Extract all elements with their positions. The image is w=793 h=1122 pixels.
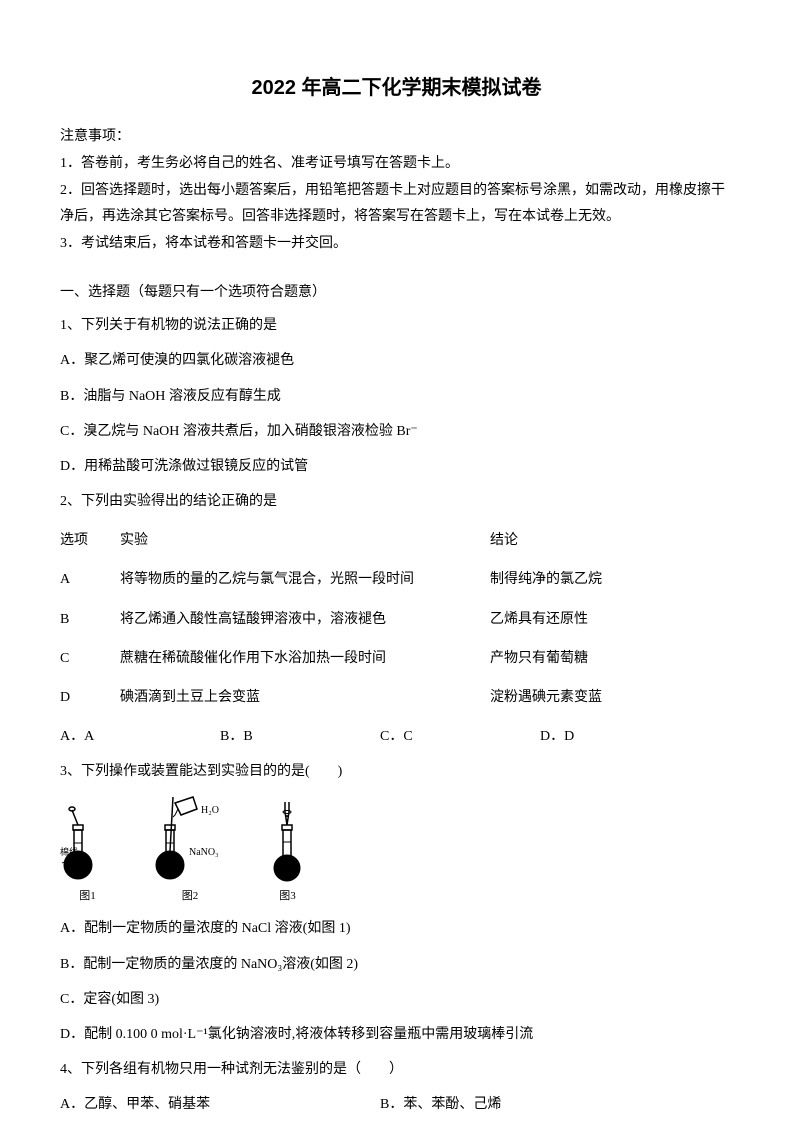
- q3-fig3: 图3: [265, 800, 310, 907]
- notice-item-3: 3．考试结束后，将本试卷和答题卡一并交回。: [60, 231, 733, 256]
- q3-fig2-label: 图2: [182, 887, 199, 907]
- q3-fig2: H₂O NaNO₃ 图2: [145, 795, 235, 907]
- flask-icon-2: H₂O NaNO₃: [145, 795, 235, 885]
- q2-choice-d: D．D: [540, 724, 700, 749]
- q3-fig1-label: 图1: [79, 887, 96, 907]
- q2-choice-b: B．B: [220, 724, 380, 749]
- notice-header: 注意事项：: [60, 124, 733, 149]
- svg-text:棉线: 棉线: [60, 846, 78, 857]
- q2-a-opt: A: [60, 567, 120, 592]
- q1-option-c: C．溴乙烷与 NaOH 溶液共煮后，加入硝酸银溶液检验 Br⁻: [60, 419, 733, 444]
- q2-d-exp: 碘酒滴到土豆上会变蓝: [120, 685, 490, 710]
- notice-item-1: 1．答卷前，考生务必将自己的姓名、准考证号填写在答题卡上。: [60, 151, 733, 176]
- q3-option-b: B．配制一定物质的量浓度的 NaNO₃溶液(如图 2): [60, 952, 733, 977]
- q2-choice-a: A．A: [60, 724, 220, 749]
- q4-option-a: A．乙醇、甲苯、硝基苯: [60, 1092, 380, 1117]
- q2-choices: A．A B．B C．C D．D: [60, 724, 733, 749]
- q2-a-conc: 制得纯净的氯乙烷: [490, 567, 733, 592]
- q2-header-exp: 实验: [120, 528, 490, 553]
- svg-text:NaNO₃: NaNO₃: [189, 847, 219, 858]
- notice-item-2: 2．回答选择题时，选出每小题答案后，用铅笔把答题卡上对应题目的答案标号涂黑，如需…: [60, 178, 733, 228]
- q2-c-conc: 产物只有葡萄糖: [490, 646, 733, 671]
- q4-option-b: B．苯、苯酚、己烯: [380, 1092, 733, 1117]
- section-1-header: 一、选择题（每题只有一个选项符合题意）: [60, 280, 733, 305]
- q2-c-exp: 蔗糖在稀硫酸催化作用下水浴加热一段时间: [120, 646, 490, 671]
- q2-table-header: 选项 实验 结论: [60, 528, 733, 553]
- flask-icon-3: [265, 800, 310, 885]
- q2-row-a: A 将等物质的量的乙烷与氯气混合，光照一段时间 制得纯净的氯乙烷: [60, 567, 733, 592]
- q2-row-b: B 将乙烯通入酸性高锰酸钾溶液中，溶液褪色 乙烯具有还原性: [60, 607, 733, 632]
- q2-d-opt: D: [60, 685, 120, 710]
- q3-diagrams: 棉线 图1 H₂O NaNO₃ 图2 图3: [60, 795, 733, 907]
- q1-option-a: A．聚乙烯可使溴的四氯化碳溶液褪色: [60, 348, 733, 373]
- q3-fig1: 棉线 图1: [60, 805, 115, 907]
- q3-option-c: C．定容(如图 3): [60, 987, 733, 1012]
- q2-header-opt: 选项: [60, 528, 120, 553]
- q2-b-opt: B: [60, 607, 120, 632]
- q4-stem: 4、下列各组有机物只用一种试剂无法鉴别的是（ ）: [60, 1057, 733, 1082]
- q3-fig3-label: 图3: [279, 887, 296, 907]
- q2-d-conc: 淀粉遇碘元素变蓝: [490, 685, 733, 710]
- q3-stem: 3、下列操作或装置能达到实验目的的是( ): [60, 759, 733, 784]
- q2-row-d: D 碘酒滴到土豆上会变蓝 淀粉遇碘元素变蓝: [60, 685, 733, 710]
- q1-option-d: D．用稀盐酸可洗涤做过银镜反应的试管: [60, 454, 733, 479]
- q2-b-conc: 乙烯具有还原性: [490, 607, 733, 632]
- q3-option-a: A．配制一定物质的量浓度的 NaCl 溶液(如图 1): [60, 916, 733, 941]
- q4-choices: A．乙醇、甲苯、硝基苯 B．苯、苯酚、己烯: [60, 1092, 733, 1117]
- q3-option-d: D．配制 0.100 0 mol·L⁻¹氯化钠溶液时,将液体转移到容量瓶中需用玻…: [60, 1022, 733, 1047]
- q2-b-exp: 将乙烯通入酸性高锰酸钾溶液中，溶液褪色: [120, 607, 490, 632]
- q2-choice-c: C．C: [380, 724, 540, 749]
- q2-row-c: C 蔗糖在稀硫酸催化作用下水浴加热一段时间 产物只有葡萄糖: [60, 646, 733, 671]
- q1-stem: 1、下列关于有机物的说法正确的是: [60, 313, 733, 338]
- svg-text:H₂O: H₂O: [201, 805, 219, 816]
- q2-header-conc: 结论: [490, 528, 733, 553]
- flask-icon-1: 棉线: [60, 805, 115, 885]
- q2-c-opt: C: [60, 646, 120, 671]
- q1-option-b: B．油脂与 NaOH 溶液反应有醇生成: [60, 384, 733, 409]
- q2-stem: 2、下列由实验得出的结论正确的是: [60, 489, 733, 514]
- q2-a-exp: 将等物质的量的乙烷与氯气混合，光照一段时间: [120, 567, 490, 592]
- exam-title: 2022 年高二下化学期末模拟试卷: [60, 70, 733, 106]
